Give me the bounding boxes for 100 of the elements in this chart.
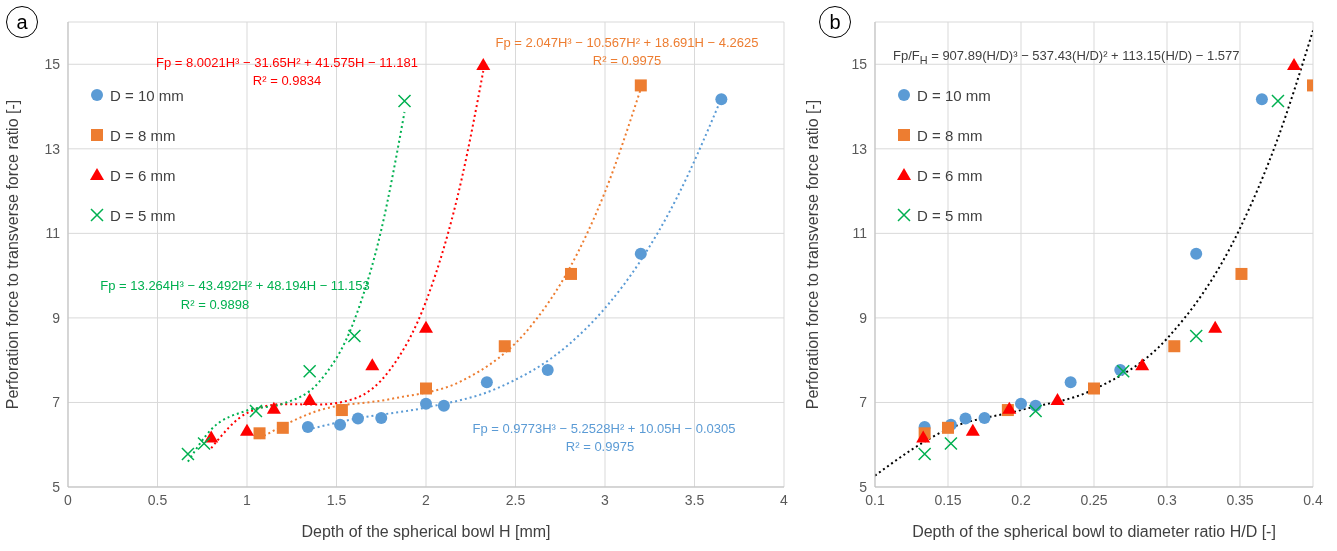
- point: [365, 358, 380, 371]
- y-tick-label: 15: [851, 56, 868, 73]
- y-tick-label: 7: [52, 394, 61, 411]
- point: [1190, 247, 1203, 260]
- point: [420, 397, 432, 410]
- y-tick-label: 7: [859, 394, 868, 411]
- point: [302, 364, 317, 378]
- annotation: Fp = 8.0021H³ − 31.65H² + 41.575H − 11.181: [155, 54, 419, 70]
- point: [240, 423, 254, 436]
- line-series: [875, 29, 1313, 477]
- x-tick-label: 0.3: [1157, 491, 1177, 508]
- x-axis-title: Depth of the spherical bowl to diameter ratio H/D [-]: [912, 523, 1276, 540]
- point: [266, 401, 281, 414]
- y-tick-label: 9: [52, 309, 61, 326]
- point: [347, 329, 362, 343]
- x-tick-label: 2.5: [505, 491, 526, 508]
- legend-label: D = 6 mm: [917, 166, 983, 184]
- point: [944, 436, 958, 451]
- y-tick-label: 13: [44, 140, 61, 157]
- point: [253, 427, 266, 440]
- annotation: R² = 0.9834: [252, 72, 322, 88]
- point: [1287, 58, 1302, 71]
- legend-label: D = 5 mm: [110, 206, 176, 224]
- point: [437, 399, 450, 412]
- point: [301, 420, 314, 433]
- point: [1189, 329, 1203, 343]
- point: [959, 412, 972, 425]
- x-tick-label: 2: [422, 491, 431, 508]
- y-axis-title: Perforation force to transverse force ratio [-]: [803, 99, 821, 410]
- point: [715, 93, 728, 106]
- point: [181, 447, 195, 461]
- annotation: R² = 0.9898: [180, 296, 250, 312]
- legend-label: D = 10 mm: [110, 86, 184, 104]
- point: [564, 267, 577, 280]
- point: [197, 436, 211, 451]
- point: [498, 340, 511, 353]
- point: [634, 79, 647, 92]
- x-tick-label: 0.4: [1303, 491, 1323, 508]
- point: [420, 382, 432, 395]
- y-tick-label: 11: [852, 225, 868, 242]
- point: [1064, 376, 1077, 389]
- point: [1208, 320, 1223, 333]
- point: [302, 392, 317, 405]
- annotation: R² = 0.9975: [592, 52, 662, 68]
- x-tick-label: 0.5: [147, 491, 168, 508]
- point: [276, 421, 289, 434]
- point: [351, 412, 364, 425]
- y-tick-label: 9: [859, 309, 868, 326]
- x-axis-title: Depth of the spherical bowl H [mm]: [301, 523, 551, 540]
- y-tick-label: 13: [851, 140, 868, 157]
- x-tick-label: 4: [780, 491, 789, 508]
- x-tick-label: 0.35: [1226, 491, 1254, 508]
- y-tick-label: 15: [44, 56, 61, 73]
- y-tick-label: 11: [45, 225, 61, 242]
- annotation: Fp = 13.264H³ − 43.492H² + 48.194H − 11.153: [100, 277, 370, 293]
- legend-label: D = 5 mm: [917, 206, 983, 224]
- text: b: [819, 6, 851, 38]
- point: [965, 423, 980, 436]
- point: [917, 447, 932, 461]
- point: [480, 376, 493, 389]
- point: [1135, 358, 1150, 371]
- legend-label: D = 8 mm: [110, 126, 176, 144]
- point: [335, 404, 348, 417]
- x-tick-label: 0.15: [934, 491, 962, 508]
- point: [1168, 340, 1181, 353]
- annotation: Fp = 0.9773H³ − 5.2528H² + 10.05H − 0.0305: [472, 420, 736, 436]
- point: [419, 320, 433, 333]
- text: a: [6, 6, 38, 38]
- point: [1255, 93, 1268, 106]
- legend-label: D = 6 mm: [110, 166, 176, 184]
- point: [1235, 267, 1248, 280]
- point: [375, 412, 388, 425]
- point: [978, 412, 991, 425]
- annotation: Fp/F$_{H}$ = 907.89(H/D)³ − 537.43(H/D)² + 113.15(H/D) − 1.577: [893, 48, 1240, 66]
- x-tick-label: 1: [243, 491, 252, 508]
- point: [634, 247, 647, 260]
- x-tick-label: 1.5: [326, 491, 347, 508]
- x-tick-label: 0.1: [865, 491, 885, 508]
- y-axis-title: Perforation force to transverse force ratio [-]: [3, 99, 21, 410]
- point: [249, 404, 263, 418]
- y-tick-label: 5: [859, 478, 868, 495]
- x-tick-label: 3: [601, 491, 610, 508]
- point: [1050, 392, 1065, 405]
- point: [397, 94, 412, 108]
- point: [1028, 404, 1043, 418]
- point: [334, 418, 347, 431]
- point: [1271, 94, 1285, 108]
- x-tick-label: 0.25: [1080, 491, 1108, 508]
- annotation: R² = 0.9975: [565, 438, 635, 454]
- point: [541, 363, 554, 376]
- point: [1015, 397, 1027, 410]
- x-tick-label: 0: [64, 491, 73, 508]
- x-tick-label: 3.5: [684, 491, 705, 508]
- x-tick-label: 0.2: [1011, 491, 1031, 508]
- annotation: Fp = 2.047H³ − 10.567H² + 18.691H − 4.2625: [495, 34, 759, 50]
- legend-label: D = 10 mm: [917, 86, 991, 104]
- point: [1088, 382, 1100, 395]
- y-tick-label: 5: [52, 478, 61, 495]
- legend-label: D = 8 mm: [917, 126, 983, 144]
- point: [476, 58, 491, 71]
